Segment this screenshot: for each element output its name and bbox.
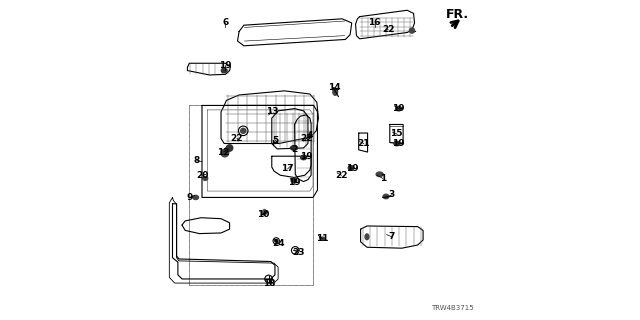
Text: 11: 11 [316, 234, 329, 243]
Ellipse shape [291, 146, 298, 150]
Ellipse shape [394, 141, 399, 146]
Text: 19: 19 [300, 152, 313, 161]
Ellipse shape [301, 155, 307, 160]
Ellipse shape [365, 234, 369, 240]
Ellipse shape [396, 106, 401, 111]
Text: 1: 1 [380, 174, 386, 183]
Text: 22: 22 [230, 134, 243, 143]
Text: 21: 21 [358, 139, 370, 148]
Ellipse shape [262, 210, 266, 215]
Circle shape [241, 128, 246, 133]
Ellipse shape [291, 178, 297, 183]
Text: 19: 19 [392, 104, 405, 113]
Circle shape [275, 240, 278, 242]
Text: 24: 24 [272, 239, 284, 248]
Text: 19: 19 [287, 178, 300, 187]
Circle shape [221, 149, 228, 157]
Text: 19: 19 [392, 139, 405, 148]
Text: 6: 6 [222, 19, 228, 28]
Text: 15: 15 [390, 130, 403, 139]
Text: FR.: FR. [445, 8, 468, 21]
Ellipse shape [333, 88, 338, 95]
Text: 17: 17 [282, 164, 294, 173]
Ellipse shape [383, 194, 389, 199]
Ellipse shape [193, 196, 198, 199]
Text: TRW4B3715: TRW4B3715 [431, 305, 474, 311]
Text: 7: 7 [388, 232, 395, 241]
Text: 12: 12 [217, 148, 230, 156]
Text: 2: 2 [291, 145, 297, 154]
Text: 20: 20 [196, 171, 208, 180]
Ellipse shape [348, 166, 354, 170]
Text: 16: 16 [368, 19, 381, 28]
Ellipse shape [221, 68, 227, 73]
Text: 22: 22 [382, 25, 394, 34]
Text: 22: 22 [300, 134, 313, 143]
Text: 18: 18 [263, 279, 275, 288]
Text: 22: 22 [335, 171, 348, 180]
Ellipse shape [225, 148, 230, 152]
Text: 14: 14 [328, 83, 340, 92]
Text: 3: 3 [388, 190, 395, 199]
Text: 9: 9 [186, 193, 193, 202]
Circle shape [227, 145, 233, 151]
Text: 19: 19 [219, 61, 232, 70]
Text: 19: 19 [346, 164, 358, 173]
Text: 5: 5 [272, 136, 278, 145]
Text: 13: 13 [266, 107, 278, 116]
Text: 10: 10 [257, 210, 269, 219]
Circle shape [410, 28, 415, 33]
Text: 23: 23 [292, 248, 305, 257]
Text: 4: 4 [307, 131, 313, 140]
Ellipse shape [376, 172, 383, 177]
Ellipse shape [321, 237, 324, 240]
Ellipse shape [203, 177, 208, 180]
Text: 8: 8 [194, 156, 200, 165]
